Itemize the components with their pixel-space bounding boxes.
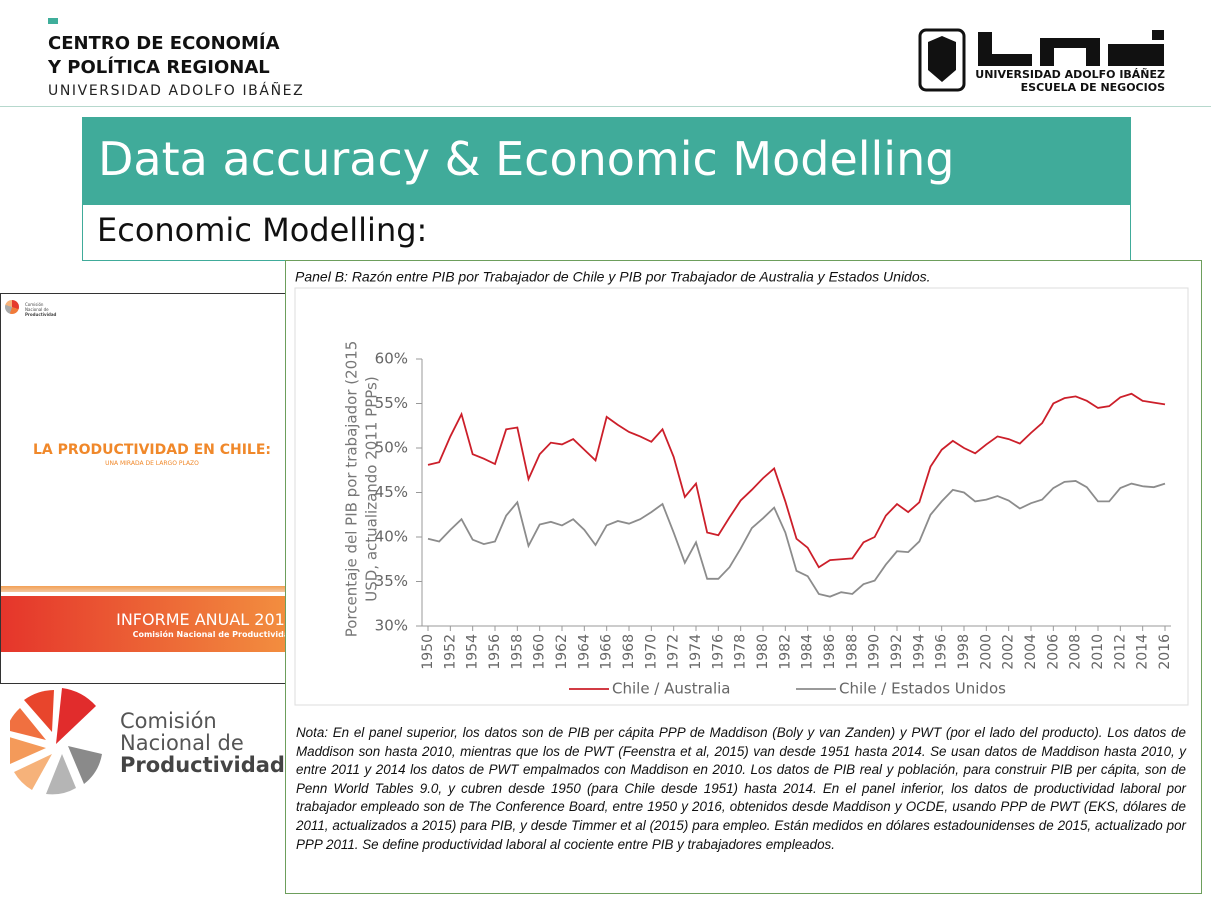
y-tick-label: 35% — [375, 572, 408, 590]
x-tick-label: 2000 — [978, 634, 994, 670]
x-tick-label: 1960 — [532, 634, 548, 670]
cover-band — [1, 596, 303, 652]
logo-wedge — [46, 754, 76, 795]
chart-title: Panel B: Razón entre PIB por Trabajador … — [295, 269, 931, 285]
chart: Panel B: Razón entre PIB por Trabajador … — [294, 269, 1189, 706]
x-tick-label: 1990 — [867, 634, 883, 670]
x-tick-label: 1972 — [666, 634, 682, 670]
logo-dot — [1152, 30, 1164, 40]
x-tick-label: 1970 — [643, 634, 659, 670]
y-tick-label: 45% — [375, 483, 408, 501]
cover-logo-line: Nacional de — [25, 307, 49, 312]
y-tick-label: 50% — [375, 439, 408, 457]
y-tick-label: 60% — [375, 350, 408, 368]
cover-subtitle: UNA MIRADA DE LARGO PLAZO — [105, 460, 199, 467]
x-tick-label: 1964 — [576, 634, 592, 670]
institute: CENTRO DE ECONOMÍA Y POLÍTICA REGIONAL — [48, 32, 280, 80]
logo-wedge — [10, 737, 46, 764]
y-tick-label: 40% — [375, 528, 408, 546]
x-tick-label: 1966 — [599, 634, 615, 670]
x-tick-label: 2012 — [1112, 634, 1128, 670]
crest-shield — [928, 36, 956, 82]
cover-logo-line: Comisión — [25, 302, 44, 307]
institute-line: CENTRO DE ECONOMÍA — [48, 33, 280, 54]
x-tick-label: 1958 — [509, 634, 525, 670]
header-rule — [0, 106, 1211, 107]
logo-wedge — [14, 754, 52, 790]
y-axis-label: USD, actualizando 2011 PPPs) — [363, 376, 381, 601]
x-tick-label: 2010 — [1090, 634, 1106, 670]
report-cover: Comisión Nacional de Productividad LA PR… — [0, 293, 304, 684]
x-tick-label: 1994 — [911, 634, 927, 670]
legend-label: Chile / Estados Unidos — [839, 680, 1006, 698]
logo-wedge — [24, 690, 54, 732]
logo-bar — [1040, 38, 1054, 66]
x-tick-label: 2016 — [1157, 634, 1173, 670]
series-line — [427, 392, 1166, 569]
y-axis-label: Porcentaje del PIB por trabajador (2015 — [343, 341, 361, 638]
x-tick-label: 1982 — [777, 634, 793, 670]
x-tick-label: 1954 — [465, 634, 481, 670]
x-tick-label: 1978 — [733, 634, 749, 670]
x-tick-label: 1976 — [710, 634, 726, 670]
logo-line: Nacional de — [120, 731, 244, 755]
uai-logo — [918, 28, 1164, 92]
cnp-logo-mark — [10, 688, 102, 795]
x-tick-label: 1952 — [442, 634, 458, 670]
cover-stripe — [1, 586, 303, 592]
logo-line: UNIVERSIDAD ADOLFO IBÁÑEZ — [975, 68, 1165, 81]
y-tick-label: 30% — [375, 617, 408, 635]
cover-logo — [5, 300, 19, 314]
slide-title: Data accuracy & Economic Modelling — [82, 117, 1131, 205]
x-tick-label: 1974 — [688, 634, 704, 670]
university: UNIVERSIDAD ADOLFO IBÁÑEZ — [48, 83, 305, 99]
legend-label: Chile / Australia — [612, 680, 730, 698]
logo-line: Comisión — [120, 709, 217, 733]
logo-bar — [1040, 38, 1100, 48]
x-tick-label: 1986 — [822, 634, 838, 670]
logo-wedge — [10, 708, 46, 740]
cover-title: LA PRODUCTIVIDAD EN CHILE: — [32, 442, 272, 458]
institute-line: Y POLÍTICA REGIONAL — [48, 57, 270, 78]
cover-report: INFORME ANUAL 2016 — [116, 610, 295, 629]
logo-line: ESCUELA DE NEGOCIOS — [1020, 81, 1165, 94]
slide-subtitle: Economic Modelling: — [82, 205, 1131, 261]
logo-bar — [978, 54, 1032, 66]
x-tick-label: 2008 — [1068, 634, 1084, 670]
logo-bar — [1086, 38, 1100, 66]
logo-bar — [1108, 44, 1164, 66]
logo-line: Productividad — [120, 753, 285, 777]
x-tick-label: 1996 — [934, 634, 950, 670]
x-tick-label: 2014 — [1135, 634, 1151, 670]
cover-logo-line: Productividad — [25, 312, 57, 317]
chart-note: Nota: En el panel superior, los datos so… — [296, 725, 1186, 852]
series-line — [427, 480, 1166, 598]
x-tick-label: 2006 — [1045, 634, 1061, 670]
accent — [48, 18, 58, 24]
x-tick-label: 1998 — [956, 634, 972, 670]
x-tick-label: 1950 — [420, 634, 436, 670]
x-tick-label: 1962 — [554, 634, 570, 670]
cover-publisher: Comisión Nacional de Productividad — [132, 630, 295, 639]
plot-frame — [294, 287, 1189, 706]
y-tick-label: 55% — [375, 394, 408, 412]
crest — [918, 28, 966, 92]
uai-text: UNIVERSIDAD ADOLFO IBÁÑEZ ESCUELA DE NEG… — [975, 68, 1165, 94]
cover-logo-text: Comisión Nacional de Productividad — [25, 302, 56, 317]
x-tick-label: 1956 — [487, 634, 503, 670]
cnp-logo-text: Comisión Nacional de Productividad — [120, 710, 285, 776]
x-tick-label: 2004 — [1023, 634, 1039, 670]
x-tick-label: 1980 — [755, 634, 771, 670]
x-tick-label: 1988 — [844, 634, 860, 670]
x-tick-label: 1968 — [621, 634, 637, 670]
x-tick-label: 1984 — [800, 634, 816, 670]
x-tick-label: 2002 — [1001, 634, 1017, 670]
x-tick-label: 1992 — [889, 634, 905, 670]
logo-wedge — [68, 746, 102, 784]
logo-wedge — [56, 688, 96, 744]
